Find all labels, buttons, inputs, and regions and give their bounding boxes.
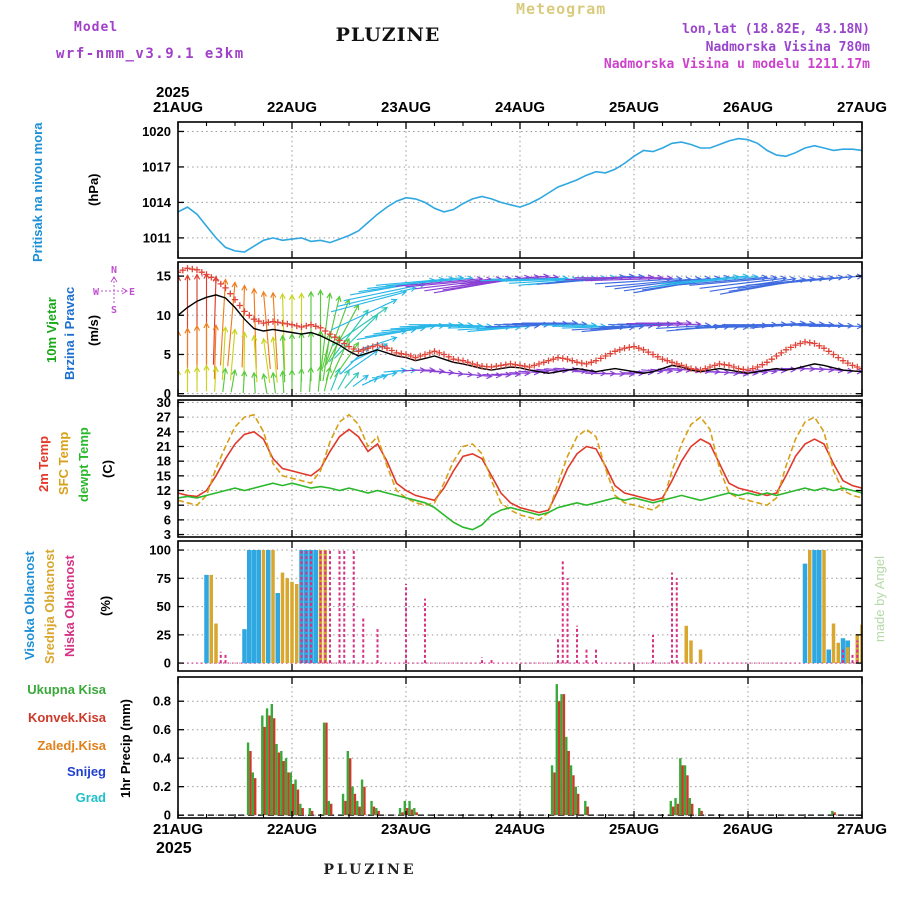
svg-text:15: 15	[157, 269, 171, 284]
precip-hail-label: Grad	[75, 790, 106, 805]
year-top: 2025	[156, 84, 190, 101]
wind-axis-title: 10m Vjetar	[44, 297, 59, 363]
compass-cross	[101, 277, 127, 305]
panel-frame-wind: 0 5 10 15	[157, 261, 863, 401]
svg-text:30: 30	[157, 395, 171, 410]
panel-frame-precip: 0 0.2 0.4 0.6 0.8	[153, 676, 863, 823]
precip-axis-unit: 1hr Precip (mm)	[118, 699, 133, 798]
compass-west-label: W	[93, 287, 100, 298]
station-title: PLUZINE	[335, 24, 441, 46]
svg-text:25: 25	[157, 627, 171, 642]
precip-frozen-label: Zaledj.Kisa	[37, 738, 106, 753]
temp-2m-label: 2m Temp	[36, 435, 51, 492]
svg-text:26AUG: 26AUG	[723, 821, 773, 838]
svg-text:18: 18	[157, 454, 171, 469]
panel-series-wind	[178, 265, 862, 394]
svg-text:6: 6	[164, 512, 171, 527]
lonlat-label: lon,lat (18.82E, 43.18N)	[682, 22, 870, 37]
svg-text:1011: 1011	[143, 230, 171, 245]
cloud-axis-unit: (%)	[98, 595, 113, 616]
compass-south-label: S	[111, 305, 117, 314]
svg-text:22AUG: 22AUG	[267, 821, 317, 838]
panel-series-cloud	[178, 550, 862, 664]
model-name: wrf-nmm_v3.9.1 e3km	[56, 46, 245, 62]
svg-text:0.8: 0.8	[153, 694, 171, 709]
panel-frame-pressure: 1011 1014 1017 1020	[142, 121, 863, 259]
svg-text:1017: 1017	[142, 159, 171, 174]
cloud-high-label: Visoka Oblacnost	[22, 551, 37, 660]
cloud-mid-label: Srednja Oblacnost	[42, 549, 57, 664]
svg-text:23AUG: 23AUG	[381, 99, 431, 116]
svg-text:21AUG: 21AUG	[153, 821, 203, 838]
panel-frame-cloud: 0 25 50 75 100	[149, 540, 863, 672]
svg-text:24AUG: 24AUG	[495, 821, 545, 838]
wind-axis-subtitle: Brzina i Pravac	[62, 286, 77, 380]
panel-series-temp	[178, 413, 862, 531]
panel-grid-pressure	[178, 122, 862, 258]
compass-arrowheads	[110, 276, 128, 295]
elevation-label: Nadmorska Visina 780m	[705, 40, 870, 55]
year-bottom: 2025	[156, 840, 192, 857]
precip-snow-label: Snijeg	[66, 764, 106, 779]
pressure-axis-title: Pritisak na nivou mora	[30, 122, 45, 262]
svg-text:27AUG: 27AUG	[837, 821, 887, 838]
svg-text:15: 15	[157, 468, 171, 483]
svg-text:5: 5	[164, 347, 171, 362]
svg-text:27: 27	[157, 410, 171, 425]
svg-text:3: 3	[164, 527, 171, 542]
svg-text:24: 24	[157, 424, 172, 439]
svg-text:25AUG: 25AUG	[609, 99, 659, 116]
side-watermark: made by Angel	[872, 555, 887, 642]
svg-text:23AUG: 23AUG	[381, 821, 431, 838]
svg-text:75: 75	[157, 571, 171, 586]
svg-text:0: 0	[164, 656, 171, 671]
temp-dewpt-label: dewpt Temp	[76, 427, 91, 502]
model-label: Model	[74, 20, 119, 35]
svg-text:21AUG: 21AUG	[153, 99, 203, 116]
svg-text:1020: 1020	[142, 124, 171, 139]
svg-text:21: 21	[157, 439, 171, 454]
svg-text:27AUG: 27AUG	[837, 99, 887, 116]
svg-text:0: 0	[164, 808, 171, 823]
panel-series-pressure	[178, 137, 862, 253]
svg-text:22AUG: 22AUG	[267, 99, 317, 116]
compass-east-label: E	[129, 287, 135, 298]
svg-text:0: 0	[164, 386, 171, 401]
precip-convective-label: Konvek.Kisa	[27, 710, 106, 725]
svg-text:26AUG: 26AUG	[723, 99, 773, 116]
svg-text:10: 10	[157, 308, 171, 323]
svg-text:100: 100	[149, 543, 171, 558]
svg-text:1014: 1014	[142, 195, 172, 210]
station-bottom: PLUZINE	[323, 862, 417, 878]
svg-text:12: 12	[157, 483, 171, 498]
panel-grid-cloud	[178, 541, 862, 671]
page-title-meteogram: Meteogram	[516, 0, 607, 18]
pressure-axis-unit: (hPa)	[86, 173, 101, 207]
svg-text:9: 9	[164, 498, 171, 513]
x-axis-labels: 21AUG 21AUG 22AUG 22AUG 23AUG 23AUG 24AUG 24AUG…	[153, 99, 887, 838]
svg-text:0.2: 0.2	[153, 779, 171, 794]
svg-text:50: 50	[157, 599, 171, 614]
wind-axis-unit: (m/s)	[86, 314, 101, 346]
wind-compass: N W E S	[93, 265, 135, 314]
temp-axis-unit: (C)	[100, 459, 115, 478]
svg-text:25AUG: 25AUG	[609, 821, 659, 838]
precip-total-label: Ukupna Kisa	[27, 682, 106, 697]
svg-text:0.6: 0.6	[153, 722, 171, 737]
compass-north-label: N	[111, 265, 117, 276]
svg-text:24AUG: 24AUG	[495, 99, 545, 116]
model-elevation-label: Nadmorska Visina u modelu 1211.17m	[603, 57, 870, 72]
svg-text:0.4: 0.4	[153, 751, 172, 766]
panel-grid-temp	[178, 400, 862, 537]
temp-sfc-label: SFC Temp	[56, 431, 71, 495]
cloud-low-label: Niska Oblacnost	[62, 555, 77, 657]
